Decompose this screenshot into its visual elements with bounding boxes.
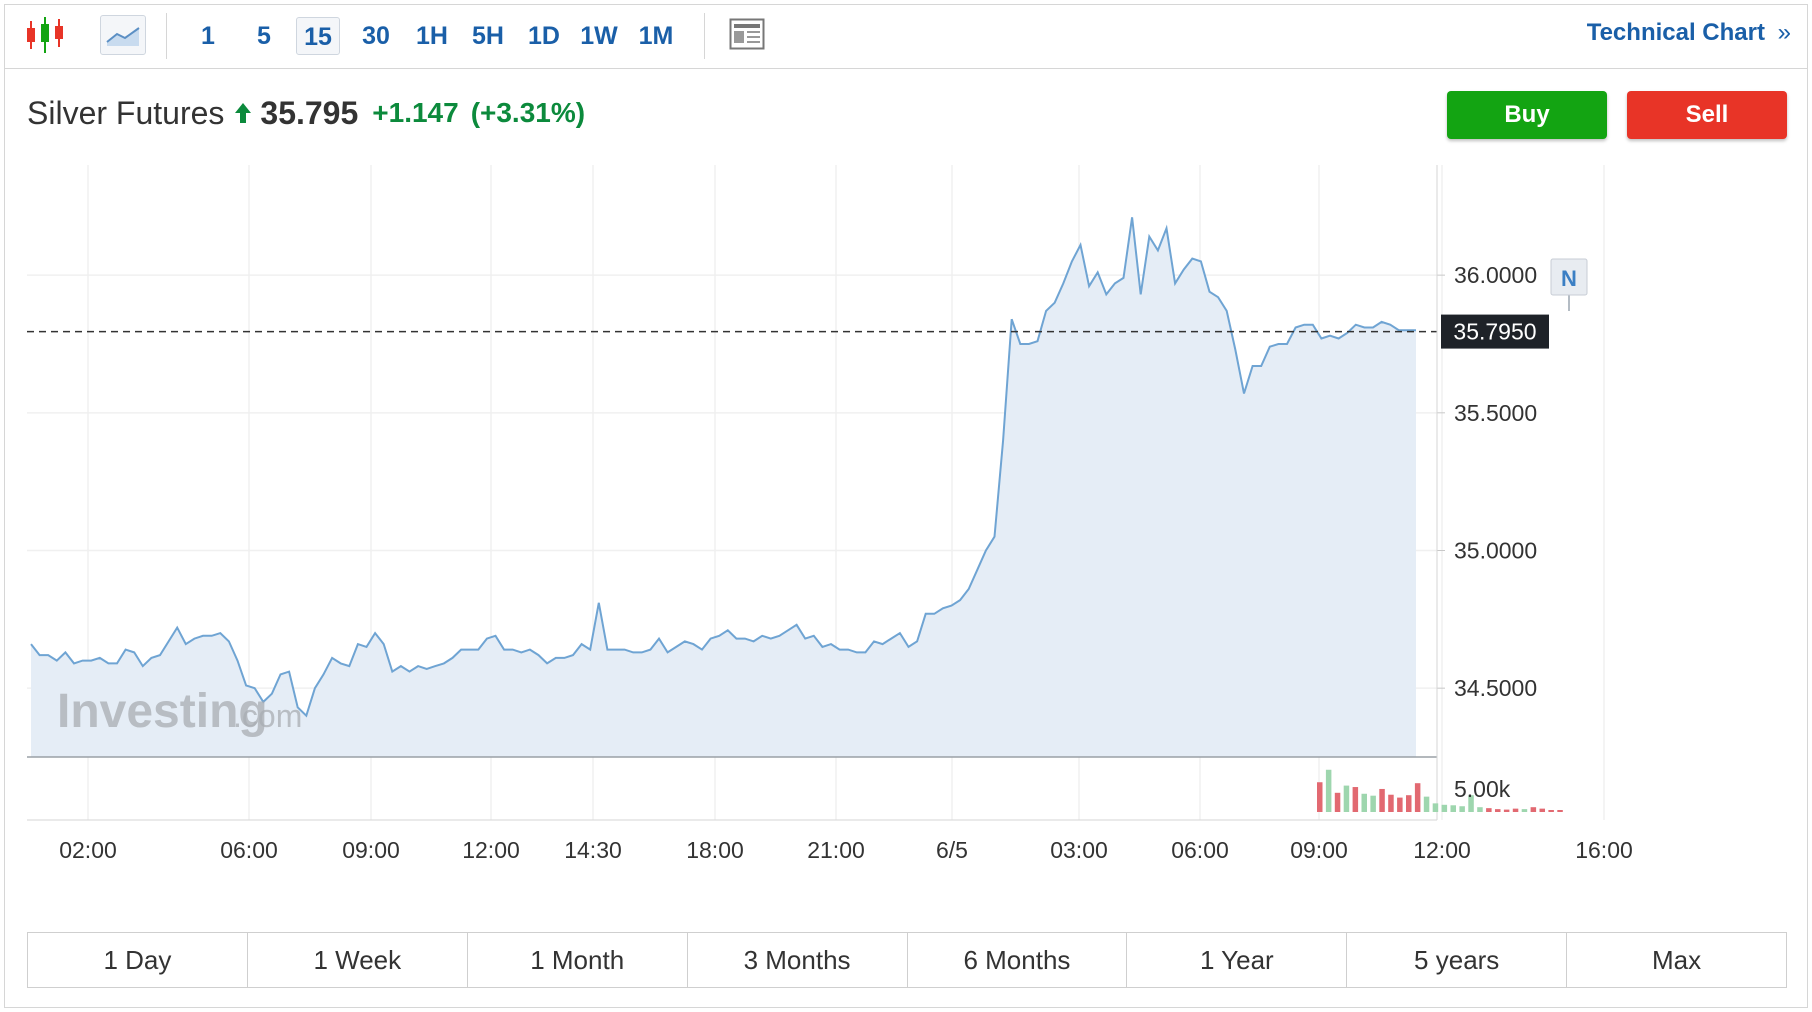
- x-tick-label: 14:30: [564, 837, 622, 863]
- x-tick-label: 6/5: [936, 837, 968, 863]
- volume-bar: [1450, 805, 1456, 812]
- x-tick-label: 06:00: [220, 837, 278, 863]
- volume-bar: [1512, 808, 1519, 812]
- last-price: 35.795: [260, 94, 359, 131]
- volume-bar: [1406, 795, 1412, 812]
- x-tick-label: 09:00: [1290, 837, 1348, 863]
- interval-1d[interactable]: 1D: [528, 22, 560, 50]
- last-price-tag: [1441, 314, 1549, 349]
- range-max[interactable]: Max: [1567, 933, 1786, 987]
- volume-bar: [1352, 787, 1359, 812]
- sell-button[interactable]: Sell: [1627, 91, 1787, 139]
- volume-bar: [1397, 797, 1403, 812]
- last-price-label: 35.7950: [1453, 319, 1536, 345]
- volume-bar: [1477, 807, 1483, 812]
- x-tick-label: 03:00: [1050, 837, 1108, 863]
- volume-bar: [1379, 788, 1385, 812]
- x-tick-label: 06:00: [1171, 837, 1229, 863]
- x-tick-label: 09:00: [342, 837, 400, 863]
- news-marker-label: N: [1561, 266, 1577, 291]
- news-layout-icon[interactable]: [729, 15, 767, 55]
- price-area-fill: [31, 217, 1416, 758]
- arrow-up-icon: [235, 103, 252, 123]
- x-tick-label: 21:00: [807, 837, 865, 863]
- volume-bar: [1414, 783, 1421, 812]
- candlestick-icon[interactable]: [23, 15, 67, 55]
- watermark-suffix: .com: [233, 698, 302, 734]
- range-5-years[interactable]: 5 years: [1347, 933, 1568, 987]
- range-1-year[interactable]: 1 Year: [1127, 933, 1348, 987]
- volume-bar: [1423, 796, 1430, 812]
- volume-bar: [1539, 808, 1545, 812]
- volume-bar: [1557, 810, 1563, 812]
- buy-button[interactable]: Buy: [1447, 91, 1607, 139]
- x-axis: 02:00 06:00 09:00 12:00 14:30 18:00 21:00 6/5 03…: [59, 837, 1633, 863]
- x-tick-label: 12:00: [462, 837, 520, 863]
- volume-bar: [1325, 769, 1332, 812]
- technical-chart-label: Technical Chart: [1586, 19, 1765, 46]
- volume-bar: [1343, 785, 1350, 812]
- price-chart[interactable]: Investing .com 36.0000 35.5000 35.0000 34.5…: [5, 5, 1809, 1009]
- x-tick-label: 16:00: [1575, 837, 1633, 863]
- volume-bar: [1521, 809, 1528, 812]
- volume-bars: [1317, 769, 1563, 812]
- volume-bar: [1495, 809, 1501, 812]
- toolbar-divider: [166, 13, 167, 59]
- price-change-percent: (+3.31%): [470, 97, 586, 128]
- volume-bar: [1361, 793, 1367, 812]
- technical-chart-link[interactable]: Technical Chart »: [1587, 19, 1791, 47]
- instrument-name: Silver Futures: [27, 94, 225, 131]
- range-1-month[interactable]: 1 Month: [467, 933, 688, 987]
- volume-bar: [1503, 809, 1510, 812]
- line-chart-icon[interactable]: [100, 15, 146, 55]
- volume-bar: [1317, 782, 1323, 812]
- volume-bar: [1459, 806, 1465, 812]
- x-tick-label: 18:00: [686, 837, 744, 863]
- volume-bar: [1548, 810, 1554, 812]
- volume-bar: [1441, 804, 1448, 812]
- volume-bar: [1530, 807, 1537, 812]
- watermark-brand: Investing: [57, 685, 268, 738]
- interval-1h[interactable]: 1H: [416, 22, 448, 50]
- range-1-week[interactable]: 1 Week: [247, 933, 468, 987]
- range-6-months[interactable]: 6 Months: [907, 933, 1128, 987]
- range-3-months[interactable]: 3 Months: [687, 933, 908, 987]
- volume-bar: [1468, 795, 1474, 812]
- interval-5[interactable]: 5: [257, 22, 271, 50]
- volume-bar: [1388, 794, 1394, 812]
- volume-bar: [1486, 808, 1492, 812]
- news-marker[interactable]: N: [1550, 258, 1588, 311]
- volume-bar: [1432, 803, 1439, 812]
- interval-1w[interactable]: 1W: [580, 22, 618, 50]
- y-tick-label: 36.0000: [1454, 262, 1537, 288]
- chart-toolbar: 1 5 15 30 1H 5H 1D 1W 1M Technical Chart…: [5, 5, 1807, 69]
- interval-1m[interactable]: 1M: [638, 22, 674, 50]
- time-range-selector: 1 Day 1 Week 1 Month 3 Months 6 Months 1…: [27, 932, 1787, 988]
- quote-header: Silver Futures 35.795 +1.147 (+3.31%): [27, 93, 585, 133]
- range-1-day[interactable]: 1 Day: [28, 933, 248, 987]
- interval-30[interactable]: 30: [362, 22, 390, 50]
- volume-bar: [1334, 792, 1341, 812]
- volume-label: 5.00k: [1454, 776, 1511, 802]
- x-tick-label: 12:00: [1413, 837, 1471, 863]
- toolbar-divider: [704, 13, 705, 59]
- double-chevron-right-icon: »: [1777, 19, 1791, 46]
- price-line: [30, 217, 1416, 718]
- interval-15[interactable]: 15: [296, 17, 340, 55]
- x-tick-label: 02:00: [59, 837, 117, 863]
- y-tick-label: 35.0000: [1454, 537, 1537, 563]
- y-tick-label: 34.5000: [1454, 675, 1537, 701]
- interval-5h[interactable]: 5H: [472, 22, 504, 50]
- chart-widget: 1 5 15 30 1H 5H 1D 1W 1M Technical Chart…: [4, 4, 1808, 1008]
- interval-1[interactable]: 1: [201, 22, 215, 50]
- y-axis: 36.0000 35.5000 35.0000 34.5000: [1437, 262, 1537, 701]
- y-tick-label: 35.5000: [1454, 400, 1537, 426]
- price-change: +1.147: [372, 97, 459, 128]
- volume-bar: [1370, 795, 1376, 812]
